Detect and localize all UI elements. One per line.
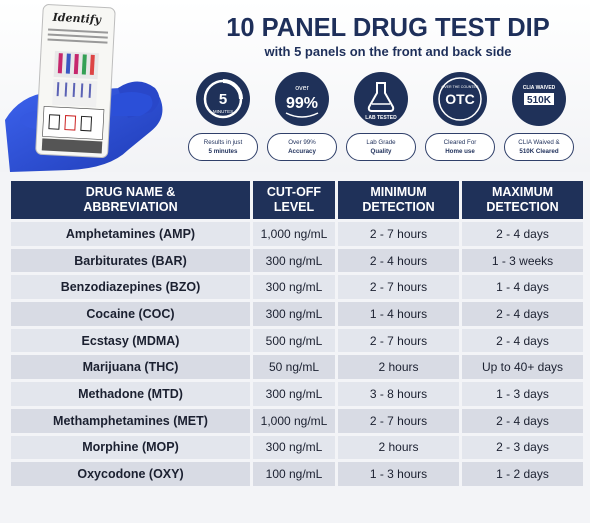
page-subtitle: with 5 panels on the front and back side bbox=[264, 44, 512, 59]
max-detection-cell: 2 - 3 days bbox=[462, 435, 583, 460]
otc-icon: OTC OVER THE COUNTER bbox=[433, 72, 487, 126]
badge-caption-line1: CLIA Waived & bbox=[518, 139, 560, 146]
svg-text:MINUTES: MINUTES bbox=[213, 109, 233, 114]
cutoff-cell: 100 ng/mL bbox=[253, 462, 335, 486]
drug-name-cell: Oxycodone (OXY) bbox=[11, 462, 250, 486]
min-detection-cell: 1 - 3 hours bbox=[338, 462, 459, 486]
cutoff-cell: 300 ng/mL bbox=[253, 275, 335, 300]
svg-text:over: over bbox=[295, 85, 309, 92]
clia-icon: 510K CLIA WAIVED bbox=[512, 72, 566, 126]
badge-caption-line2: Accuracy bbox=[288, 147, 316, 155]
svg-text:5: 5 bbox=[219, 91, 227, 108]
table-header-row: DRUG NAME & ABBREVIATION CUT-OFF LEVEL MIN… bbox=[11, 181, 583, 219]
table-row: Methamphetamines (MET) 1,000 ng/mL 2 - 7 h… bbox=[11, 408, 583, 433]
cutoff-cell: 500 ng/mL bbox=[253, 328, 335, 353]
badge-accuracy: over 99% Over 99% Accuracy bbox=[267, 71, 337, 163]
min-detection-cell: 2 - 4 hours bbox=[338, 248, 459, 273]
min-detection-cell: 2 hours bbox=[338, 435, 459, 460]
svg-text:510K: 510K bbox=[527, 95, 552, 106]
table-row: Barbiturates (BAR) 300 ng/mL 2 - 4 hours 1 … bbox=[11, 248, 583, 273]
drug-name-cell: Methadone (MTD) bbox=[11, 382, 250, 406]
max-detection-cell: 2 - 4 days bbox=[462, 302, 583, 326]
badge-caption-line2: 510K Cleared bbox=[519, 147, 559, 155]
drug-name-cell: Marijuana (THC) bbox=[11, 355, 250, 380]
badge-caption-line2: Quality bbox=[370, 147, 392, 155]
header-cutoff-level: CUT-OFF LEVEL bbox=[253, 181, 335, 219]
max-detection-cell: 2 - 4 days bbox=[462, 222, 583, 246]
min-detection-cell: 3 - 8 hours bbox=[338, 382, 459, 406]
clock-5-minutes-icon: 5 MINUTES bbox=[196, 72, 250, 126]
max-detection-cell: 1 - 4 days bbox=[462, 275, 583, 300]
drug-name-cell: Methamphetamines (MET) bbox=[11, 408, 250, 433]
lab-flask-icon: LAB TESTED bbox=[354, 72, 408, 126]
table-row: Ecstasy (MDMA) 500 ng/mL 2 - 7 hours 2 - 4 … bbox=[11, 328, 583, 353]
accuracy-99-icon: over 99% bbox=[275, 72, 329, 126]
drug-name-cell: Cocaine (COC) bbox=[11, 302, 250, 326]
drug-name-cell: Amphetamines (AMP) bbox=[11, 222, 250, 246]
badge-caption-line1: Cleared For bbox=[443, 139, 477, 146]
drug-name-cell: Morphine (MOP) bbox=[11, 435, 250, 460]
table-row: Benzodiazepines (BZO) 300 ng/mL 2 - 7 hour… bbox=[11, 275, 583, 300]
cutoff-cell: 300 ng/mL bbox=[253, 435, 335, 460]
svg-text:OTC: OTC bbox=[445, 91, 475, 107]
cutoff-cell: 300 ng/mL bbox=[253, 302, 335, 326]
header-maximum-detection: MAXIMUM DETECTION bbox=[462, 181, 583, 219]
badge-caption-line1: Over 99% bbox=[288, 139, 316, 146]
max-detection-cell: 1 - 2 days bbox=[462, 462, 583, 486]
table-row: Oxycodone (OXY) 100 ng/mL 1 - 3 hours 1 - 2… bbox=[11, 462, 583, 486]
svg-text:99%: 99% bbox=[286, 95, 318, 112]
badge-lab-tested: LAB TESTED Lab Grade Quality bbox=[346, 71, 416, 163]
drug-name-cell: Barbiturates (BAR) bbox=[11, 248, 250, 273]
badge-clia: 510K CLIA WAIVED CLIA Waived & 510K Clear… bbox=[504, 71, 574, 163]
cutoff-cell: 300 ng/mL bbox=[253, 382, 335, 406]
cutoff-cell: 300 ng/mL bbox=[253, 248, 335, 273]
table-row: Amphetamines (AMP) 1,000 ng/mL 2 - 7 hours… bbox=[11, 222, 583, 246]
badge-caption-line2: Home use bbox=[445, 147, 475, 155]
svg-text:CLIA WAIVED: CLIA WAIVED bbox=[523, 85, 556, 91]
min-detection-cell: 2 - 7 hours bbox=[338, 408, 459, 433]
table-row: Morphine (MOP) 300 ng/mL 2 hours 2 - 3 days bbox=[11, 435, 583, 460]
max-detection-cell: 2 - 4 days bbox=[462, 408, 583, 433]
badge-otc: OTC OVER THE COUNTER Cleared For Home use bbox=[425, 71, 495, 163]
drug-detection-table: DRUG NAME & ABBREVIATION CUT-OFF LEVEL MIN… bbox=[8, 178, 586, 489]
cutoff-cell: 1,000 ng/mL bbox=[253, 408, 335, 433]
brand-logo: Identify bbox=[51, 11, 102, 27]
max-detection-cell: 2 - 4 days bbox=[462, 328, 583, 353]
drug-name-cell: Ecstasy (MDMA) bbox=[11, 328, 250, 353]
page-title: 10 PANEL DRUG TEST DIP bbox=[226, 14, 550, 42]
badge-caption-line2: 5 minutes bbox=[208, 147, 238, 155]
badge-caption-line1: Results in just bbox=[203, 139, 243, 146]
table-row: Marijuana (THC) 50 ng/mL 2 hours Up to 40+ … bbox=[11, 355, 583, 380]
drug-name-cell: Benzodiazepines (BZO) bbox=[11, 275, 250, 300]
min-detection-cell: 2 - 7 hours bbox=[338, 275, 459, 300]
max-detection-cell: Up to 40+ days bbox=[462, 355, 583, 380]
max-detection-cell: 1 - 3 weeks bbox=[462, 248, 583, 273]
hero-banner: Identify 10 PANEL DRUG TEST DIP with 5 p… bbox=[0, 0, 590, 172]
max-detection-cell: 1 - 3 days bbox=[462, 382, 583, 406]
badge-caption-line1: Lab Grade bbox=[366, 139, 396, 146]
cutoff-cell: 50 ng/mL bbox=[253, 355, 335, 380]
min-detection-cell: 2 - 7 hours bbox=[338, 328, 459, 353]
table-row: Cocaine (COC) 300 ng/mL 1 - 4 hours 2 - 4 d… bbox=[11, 302, 583, 326]
svg-text:LAB TESTED: LAB TESTED bbox=[365, 115, 397, 121]
svg-text:OVER THE COUNTER: OVER THE COUNTER bbox=[441, 85, 478, 89]
min-detection-cell: 2 hours bbox=[338, 355, 459, 380]
min-detection-cell: 2 - 7 hours bbox=[338, 222, 459, 246]
cutoff-cell: 1,000 ng/mL bbox=[253, 222, 335, 246]
drug-test-dip-photo: Identify bbox=[5, 4, 163, 172]
header-minimum-detection: MINIMUM DETECTION bbox=[338, 181, 459, 219]
header-drug-name: DRUG NAME & ABBREVIATION bbox=[11, 181, 250, 219]
badge-results-5-minutes: 5 MINUTES Results in just 5 minutes bbox=[188, 71, 258, 163]
table-row: Methadone (MTD) 300 ng/mL 3 - 8 hours 1 - 3… bbox=[11, 382, 583, 406]
min-detection-cell: 1 - 4 hours bbox=[338, 302, 459, 326]
